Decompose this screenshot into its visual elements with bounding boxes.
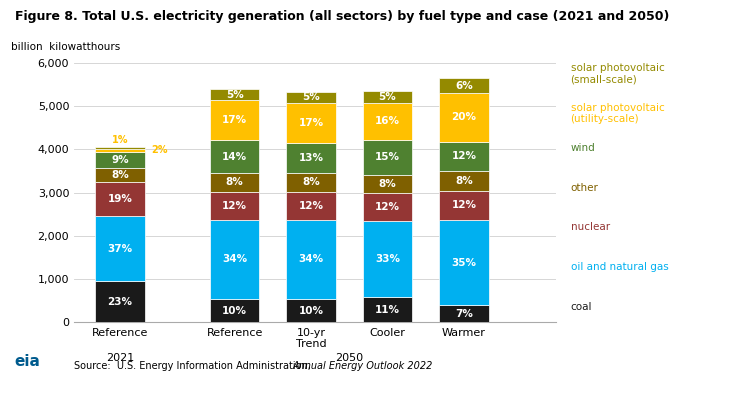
Text: oil and natural gas: oil and natural gas <box>571 263 668 272</box>
Bar <box>286 92 336 103</box>
Bar <box>362 103 413 140</box>
Bar <box>286 173 336 192</box>
Bar <box>286 192 336 220</box>
Text: 2021: 2021 <box>106 353 134 362</box>
Text: 12%: 12% <box>451 200 476 210</box>
Text: 17%: 17% <box>299 118 324 128</box>
Text: 12%: 12% <box>299 201 324 211</box>
Bar <box>95 168 144 182</box>
Text: Source:  U.S. Energy Information Administration,: Source: U.S. Energy Information Administ… <box>74 362 314 371</box>
Bar <box>362 174 413 193</box>
Text: 13%: 13% <box>299 153 324 163</box>
Text: 16%: 16% <box>375 116 400 127</box>
Bar <box>362 92 413 103</box>
Text: 2050: 2050 <box>335 353 363 362</box>
Bar <box>210 191 259 220</box>
Text: 5%: 5% <box>302 92 320 103</box>
Bar <box>439 305 489 322</box>
Text: 12%: 12% <box>451 151 476 162</box>
Bar <box>95 149 144 152</box>
Bar <box>210 101 259 140</box>
Text: 5%: 5% <box>379 92 396 102</box>
Text: 1%: 1% <box>112 136 128 145</box>
Bar <box>362 221 413 297</box>
Bar <box>286 299 336 322</box>
Bar <box>95 147 144 149</box>
Text: 19%: 19% <box>107 194 133 204</box>
Bar <box>362 193 413 221</box>
Text: 7%: 7% <box>455 309 473 319</box>
Text: 14%: 14% <box>222 152 247 162</box>
Text: eia: eia <box>15 354 41 369</box>
Text: 8%: 8% <box>302 178 320 187</box>
Text: coal: coal <box>571 302 592 312</box>
Text: 10%: 10% <box>222 306 247 316</box>
Text: 15%: 15% <box>375 152 400 162</box>
Text: 37%: 37% <box>107 244 133 254</box>
Text: other: other <box>571 183 599 193</box>
Text: Figure 8. Total U.S. electricity generation (all sectors) by fuel type and case : Figure 8. Total U.S. electricity generat… <box>15 10 669 23</box>
Bar <box>210 299 259 322</box>
Bar <box>95 152 144 168</box>
Bar <box>362 297 413 322</box>
Text: solar photovoltaic
(utility-scale): solar photovoltaic (utility-scale) <box>571 103 665 125</box>
Text: Annual Energy Outlook 2022: Annual Energy Outlook 2022 <box>293 362 433 371</box>
Text: billion  kilowatthours: billion kilowatthours <box>12 42 121 52</box>
Bar <box>95 281 144 322</box>
Text: 12%: 12% <box>375 202 400 212</box>
Text: 8%: 8% <box>226 177 244 187</box>
Bar <box>210 140 259 173</box>
Text: solar photovoltaic
(small-scale): solar photovoltaic (small-scale) <box>571 63 665 84</box>
Text: 23%: 23% <box>107 297 133 307</box>
Bar <box>362 140 413 174</box>
Text: 8%: 8% <box>111 170 129 180</box>
Text: 33%: 33% <box>375 254 400 264</box>
Text: 35%: 35% <box>451 257 476 268</box>
Bar <box>439 171 489 191</box>
Bar <box>95 216 144 281</box>
Text: 34%: 34% <box>299 254 324 264</box>
Text: 6%: 6% <box>455 81 473 91</box>
Text: nuclear: nuclear <box>571 222 610 233</box>
Text: 20%: 20% <box>451 112 476 123</box>
Text: wind: wind <box>571 143 595 153</box>
Text: 12%: 12% <box>222 200 247 211</box>
Text: 17%: 17% <box>222 115 247 125</box>
Text: 10%: 10% <box>299 306 324 316</box>
Bar <box>286 220 336 299</box>
Bar <box>210 173 259 191</box>
Text: 5%: 5% <box>226 90 244 100</box>
Text: 8%: 8% <box>379 179 396 189</box>
Bar <box>439 79 489 93</box>
Text: 8%: 8% <box>455 176 473 186</box>
Bar <box>210 220 259 299</box>
Bar <box>439 191 489 220</box>
Bar <box>439 93 489 142</box>
Text: 2%: 2% <box>151 145 167 155</box>
Bar <box>210 89 259 101</box>
Bar <box>286 103 336 143</box>
Text: 11%: 11% <box>375 305 400 314</box>
Bar <box>439 142 489 171</box>
Bar <box>95 182 144 216</box>
Text: 9%: 9% <box>111 155 129 165</box>
Bar <box>286 143 336 173</box>
Bar <box>439 220 489 305</box>
Text: 34%: 34% <box>222 254 247 264</box>
